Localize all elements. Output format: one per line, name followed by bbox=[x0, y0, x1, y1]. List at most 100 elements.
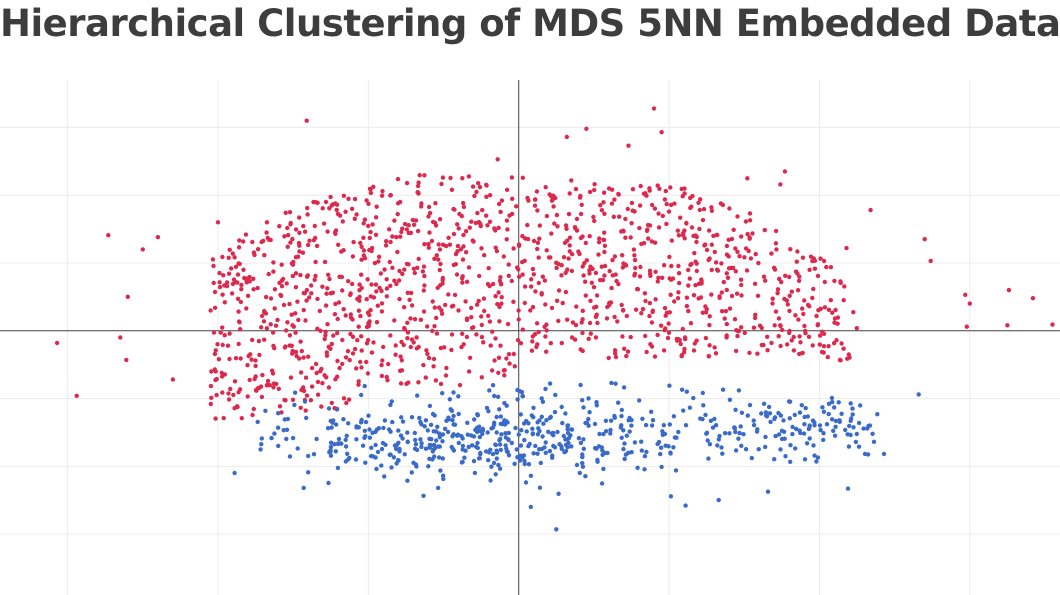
data-point bbox=[785, 342, 790, 347]
data-point bbox=[557, 442, 562, 447]
data-point bbox=[538, 460, 543, 466]
data-point bbox=[367, 427, 372, 432]
data-point bbox=[287, 210, 293, 215]
data-point bbox=[499, 295, 504, 300]
data-point bbox=[602, 263, 608, 269]
data-point bbox=[736, 388, 742, 393]
data-point bbox=[559, 263, 564, 268]
data-point bbox=[290, 236, 295, 242]
data-point bbox=[812, 266, 818, 271]
data-point bbox=[676, 429, 681, 435]
data-point bbox=[477, 273, 482, 279]
data-point bbox=[399, 229, 404, 235]
data-point bbox=[832, 316, 838, 321]
data-point bbox=[608, 418, 614, 423]
data-point bbox=[455, 433, 460, 438]
cluster-blue-points bbox=[232, 380, 921, 532]
data-point bbox=[384, 294, 389, 299]
data-point bbox=[270, 330, 276, 335]
data-point bbox=[247, 274, 252, 280]
data-point bbox=[421, 288, 426, 293]
data-point bbox=[329, 425, 334, 430]
data-point bbox=[421, 264, 427, 269]
data-point bbox=[765, 348, 770, 353]
data-point bbox=[676, 271, 682, 276]
data-point bbox=[572, 337, 578, 342]
data-point bbox=[802, 414, 807, 420]
data-point bbox=[363, 460, 368, 465]
data-point bbox=[304, 393, 310, 398]
data-point bbox=[556, 318, 561, 324]
data-point bbox=[713, 260, 719, 265]
data-point bbox=[788, 459, 793, 464]
data-point bbox=[297, 215, 302, 220]
data-point bbox=[591, 285, 597, 290]
data-point bbox=[431, 364, 436, 369]
data-point bbox=[826, 401, 832, 406]
data-point bbox=[613, 354, 619, 360]
data-point bbox=[479, 322, 484, 328]
cluster-red-points bbox=[54, 106, 1055, 421]
data-point bbox=[236, 390, 241, 395]
data-point bbox=[796, 317, 801, 322]
data-point bbox=[506, 273, 511, 278]
data-point bbox=[433, 201, 438, 206]
data-point bbox=[666, 321, 671, 326]
data-point bbox=[251, 287, 256, 292]
data-point bbox=[276, 411, 281, 416]
data-point bbox=[496, 225, 501, 230]
data-point bbox=[540, 274, 545, 279]
data-point bbox=[722, 431, 728, 436]
data-point bbox=[517, 389, 522, 394]
data-point bbox=[422, 173, 427, 178]
data-point bbox=[532, 203, 538, 208]
data-point bbox=[361, 235, 366, 240]
data-point bbox=[259, 313, 265, 319]
data-point bbox=[773, 241, 779, 246]
data-point bbox=[390, 234, 395, 239]
data-point bbox=[711, 233, 716, 239]
data-point bbox=[627, 429, 632, 434]
data-point bbox=[691, 293, 697, 298]
data-point bbox=[535, 342, 540, 347]
data-point bbox=[317, 308, 322, 314]
data-point bbox=[429, 443, 434, 448]
data-point bbox=[366, 223, 371, 229]
data-point bbox=[694, 261, 699, 266]
data-point bbox=[530, 339, 535, 344]
data-point bbox=[487, 193, 493, 198]
data-point bbox=[247, 377, 252, 383]
data-point bbox=[361, 248, 367, 253]
data-point bbox=[278, 292, 283, 298]
data-point bbox=[554, 298, 560, 303]
data-point bbox=[601, 431, 606, 437]
data-point bbox=[501, 254, 506, 259]
data-point bbox=[374, 320, 380, 325]
data-point bbox=[665, 335, 671, 341]
data-point bbox=[408, 316, 413, 321]
data-point bbox=[609, 201, 615, 206]
data-point bbox=[667, 422, 672, 427]
data-point bbox=[681, 350, 687, 355]
data-point bbox=[658, 323, 664, 328]
data-point bbox=[719, 309, 725, 314]
data-point bbox=[465, 432, 470, 437]
data-point bbox=[875, 412, 880, 417]
data-point bbox=[346, 421, 351, 426]
data-point bbox=[304, 274, 310, 279]
data-point bbox=[761, 401, 767, 406]
data-point bbox=[466, 265, 472, 270]
data-point bbox=[359, 244, 364, 249]
data-point bbox=[699, 277, 704, 282]
data-point bbox=[437, 305, 442, 310]
data-point bbox=[633, 265, 638, 271]
data-point bbox=[208, 383, 214, 389]
data-point bbox=[405, 330, 411, 335]
data-point bbox=[635, 287, 641, 292]
data-point bbox=[843, 427, 848, 433]
data-point bbox=[581, 405, 586, 410]
data-point bbox=[529, 348, 535, 353]
data-point bbox=[662, 263, 667, 268]
data-point bbox=[628, 235, 633, 240]
data-point bbox=[497, 278, 503, 283]
